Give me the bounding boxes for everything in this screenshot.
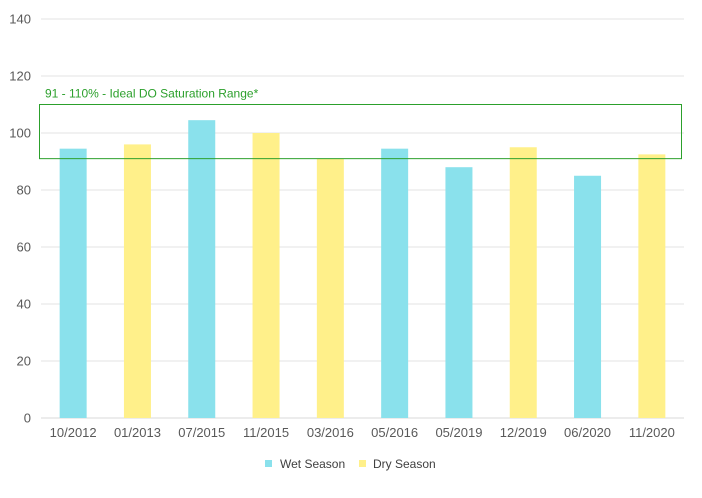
axes: 0 20 40 60 80 100 120 140 10/2012 01/2013 07/2015 1… xyxy=(9,12,675,441)
x-tick-label: 11/2015 xyxy=(243,425,289,440)
bar-03-2016 xyxy=(316,158,344,418)
y-tick-label: 100 xyxy=(9,126,31,141)
legend-swatch-wet-season xyxy=(265,460,272,467)
x-tick-label: 12/2019 xyxy=(500,425,547,440)
bar-05-2019 xyxy=(445,167,473,418)
x-tick-label: 10/2012 xyxy=(50,425,97,440)
x-tick-label: 05/2019 xyxy=(435,425,482,440)
legend: Wet Season Dry Season xyxy=(265,457,436,471)
legend-label-wet-season: Wet Season xyxy=(280,457,345,471)
legend-label-dry-season: Dry Season xyxy=(373,457,436,471)
y-tick-label: 140 xyxy=(9,12,31,27)
bar-07-2015 xyxy=(188,120,216,419)
x-tick-label: 01/2013 xyxy=(114,425,161,440)
x-tick-label: 03/2016 xyxy=(307,425,354,440)
x-tick-label: 05/2016 xyxy=(371,425,418,440)
bar-11-2015 xyxy=(252,133,280,418)
y-tick-label: 40 xyxy=(17,297,31,312)
x-tick-label: 07/2015 xyxy=(178,425,225,440)
bar-05-2016 xyxy=(381,148,409,419)
y-tick-label: 80 xyxy=(17,183,31,198)
bar-06-2020 xyxy=(574,175,602,418)
x-tick-label: 06/2020 xyxy=(564,425,611,440)
bar-10-2012 xyxy=(59,148,87,419)
bar-11-2020 xyxy=(638,154,666,418)
ideal-range-label: 91 - 110% - Ideal DO Saturation Range* xyxy=(45,87,259,101)
legend-swatch-dry-season xyxy=(359,460,366,467)
y-tick-label: 60 xyxy=(17,240,31,255)
y-tick-label: 0 xyxy=(24,411,31,426)
y-tick-label: 20 xyxy=(17,354,31,369)
ideal-range: 91 - 110% - Ideal DO Saturation Range* xyxy=(39,87,682,160)
bar-12-2019 xyxy=(509,147,537,418)
x-tick-label: 11/2020 xyxy=(629,425,675,440)
y-tick-label: 120 xyxy=(9,69,31,84)
ideal-range-box xyxy=(39,104,682,160)
bar-01-2013 xyxy=(123,144,151,418)
bars xyxy=(59,120,666,419)
